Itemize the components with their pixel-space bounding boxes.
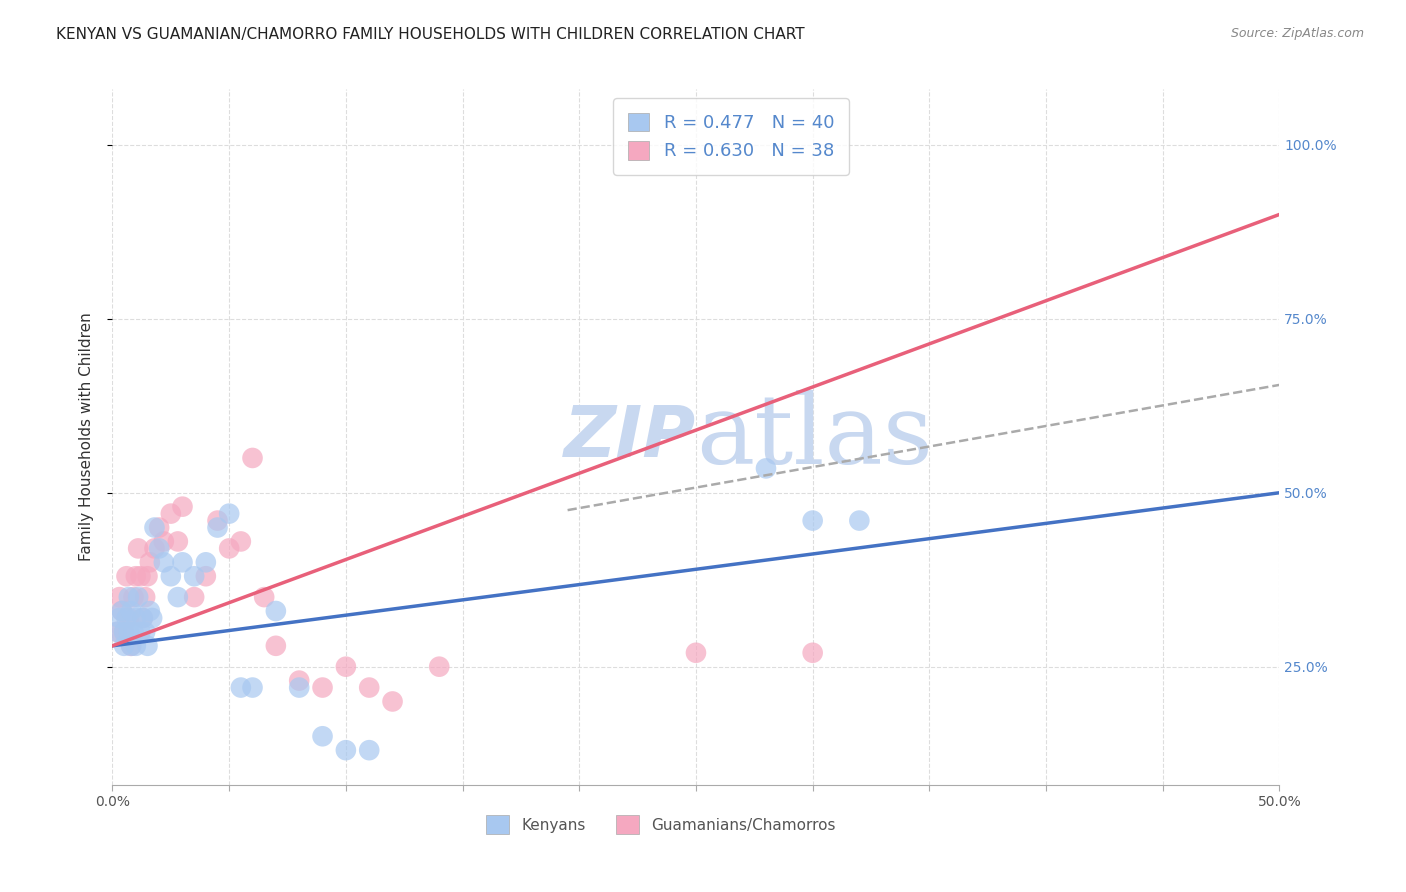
Text: KENYAN VS GUAMANIAN/CHAMORRO FAMILY HOUSEHOLDS WITH CHILDREN CORRELATION CHART: KENYAN VS GUAMANIAN/CHAMORRO FAMILY HOUS… <box>56 27 804 42</box>
Point <box>311 681 333 695</box>
Point <box>685 646 707 660</box>
Point <box>118 624 141 639</box>
Point <box>427 659 450 673</box>
Point <box>132 611 155 625</box>
Point <box>115 611 138 625</box>
Point <box>111 604 134 618</box>
Point <box>183 590 205 604</box>
Point <box>229 681 252 695</box>
Point <box>381 694 404 708</box>
Text: ZIP: ZIP <box>564 402 696 472</box>
Point <box>229 534 252 549</box>
Point <box>129 624 152 639</box>
Point <box>143 541 166 556</box>
Point <box>132 611 155 625</box>
Point <box>136 569 159 583</box>
Point <box>134 590 156 604</box>
Point <box>115 569 138 583</box>
Point <box>108 590 131 604</box>
Text: Source: ZipAtlas.com: Source: ZipAtlas.com <box>1230 27 1364 40</box>
Point <box>120 639 142 653</box>
Point <box>127 541 149 556</box>
Point <box>122 624 145 639</box>
Point <box>112 639 135 653</box>
Point <box>755 461 778 475</box>
Point <box>118 611 141 625</box>
Point <box>125 569 148 583</box>
Point <box>359 743 381 757</box>
Point <box>218 541 240 556</box>
Point <box>183 569 205 583</box>
Point <box>166 534 188 549</box>
Point <box>288 681 311 695</box>
Point <box>288 673 311 688</box>
Point <box>264 604 287 618</box>
Text: atlas: atlas <box>696 390 932 484</box>
Point <box>139 604 162 618</box>
Point <box>160 569 183 583</box>
Point <box>801 514 824 528</box>
Point <box>118 590 141 604</box>
Point <box>172 500 194 514</box>
Point <box>311 729 333 743</box>
Point <box>112 624 135 639</box>
Point <box>134 624 156 639</box>
Point <box>122 590 145 604</box>
Point <box>120 639 142 653</box>
Point <box>148 541 170 556</box>
Point <box>242 681 264 695</box>
Point <box>125 639 148 653</box>
Point <box>264 639 287 653</box>
Point <box>125 611 148 625</box>
Point <box>136 639 159 653</box>
Point <box>166 590 188 604</box>
Point <box>153 534 176 549</box>
Point <box>129 569 152 583</box>
Point <box>194 569 217 583</box>
Point <box>111 604 134 618</box>
Point <box>207 514 229 528</box>
Point <box>139 555 162 569</box>
Point <box>218 507 240 521</box>
Point <box>105 624 128 639</box>
Point <box>335 659 357 673</box>
Point <box>127 590 149 604</box>
Point <box>141 611 163 625</box>
Point <box>848 514 870 528</box>
Point <box>335 743 357 757</box>
Point <box>253 590 276 604</box>
Point <box>153 555 176 569</box>
Point <box>108 611 131 625</box>
Point <box>120 604 142 618</box>
Point <box>359 681 381 695</box>
Point <box>105 624 128 639</box>
Point <box>801 646 824 660</box>
Point <box>148 520 170 534</box>
Point <box>207 520 229 534</box>
Legend: Kenyans, Guamanians/Chamorros: Kenyans, Guamanians/Chamorros <box>479 809 842 840</box>
Point <box>172 555 194 569</box>
Point <box>112 624 135 639</box>
Point <box>194 555 217 569</box>
Point <box>242 450 264 465</box>
Point <box>143 520 166 534</box>
Y-axis label: Family Households with Children: Family Households with Children <box>79 313 94 561</box>
Point <box>160 507 183 521</box>
